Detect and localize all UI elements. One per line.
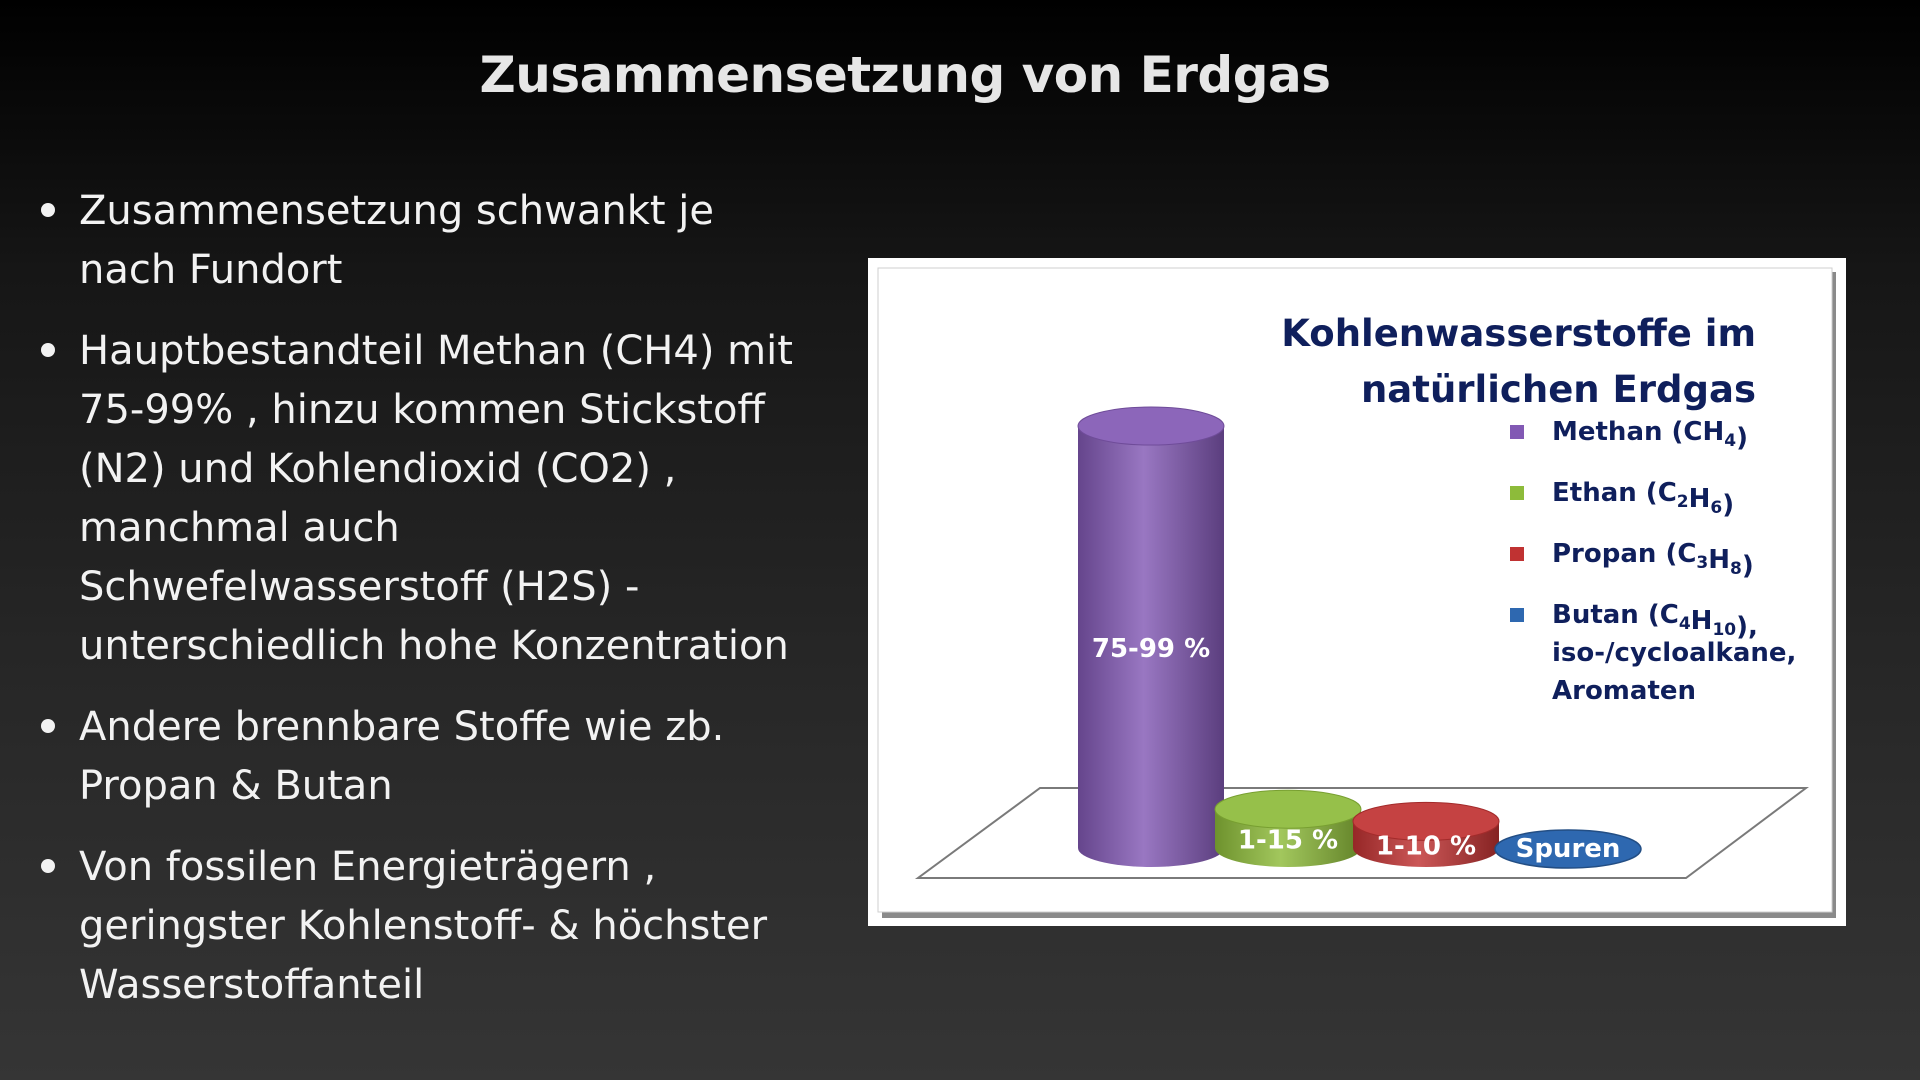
bullet-dot-icon	[41, 203, 55, 217]
legend-swatch	[1510, 608, 1524, 622]
legend-label: Ethan (C2H6)	[1552, 478, 1734, 520]
legend-swatch	[1510, 547, 1524, 561]
bullet-dot-icon	[41, 719, 55, 733]
chart-title-line: natürlichen Erdgas	[1361, 368, 1756, 411]
bullet-text: Zusammensetzung schwankt je nach Fundort	[79, 188, 714, 293]
legend-swatch	[1510, 425, 1524, 439]
chart-bar-top	[1352, 801, 1500, 841]
legend-item: Methan (CH4)	[1510, 417, 1748, 453]
bullet-item: Zusammensetzung schwankt je nach Fundort	[40, 182, 800, 300]
chart-title-line: Kohlenwasserstoffe im	[1281, 312, 1756, 355]
legend-label: Methan (CH4)	[1552, 417, 1748, 453]
chart-bar-body	[1078, 426, 1224, 867]
chart-data-label: Spuren	[1516, 834, 1621, 864]
chart-bar: 75-99 %	[1077, 406, 1225, 867]
bullet-text: Von fossilen Energieträgern , geringster…	[79, 844, 768, 1008]
bullet-text: Andere brennbare Stoffe wie zb. Propan &…	[79, 704, 725, 809]
chart-bar-top	[1214, 789, 1362, 829]
chart-bar-disc	[1494, 829, 1642, 869]
chart-bar: 1-15 %	[1214, 789, 1362, 867]
legend-swatch	[1510, 486, 1524, 500]
chart-data-label: 1-15 %	[1238, 826, 1338, 856]
bullet-text: Hauptbestandteil Methan (CH4) mit 75-99%…	[79, 328, 793, 669]
bullet-item: Hauptbestandteil Methan (CH4) mit 75-99%…	[40, 322, 800, 676]
bullet-list: Zusammensetzung schwankt je nach Fundort…	[40, 182, 800, 1037]
chart-data-label: 1-10 %	[1376, 832, 1476, 862]
chart-bar: Spuren	[1494, 829, 1642, 869]
legend-item: Butan (C4H10),iso-/cycloalkane, Aromaten	[1510, 600, 1796, 706]
chart-bar-top	[1077, 406, 1225, 446]
chart-frame: Kohlenwasserstoffe im natürlichen Erdgas 7…	[868, 258, 1846, 926]
chart-bar: 1-10 %	[1352, 801, 1500, 867]
legend-label-line: iso-/cycloalkane,	[1552, 638, 1796, 668]
chart-data-label: 75-99 %	[1092, 634, 1210, 664]
bullet-item: Andere brennbare Stoffe wie zb. Propan &…	[40, 698, 800, 816]
legend-label: Propan (C3H8)	[1552, 539, 1754, 581]
bullet-dot-icon	[41, 859, 55, 873]
legend-item: Ethan (C2H6)	[1510, 478, 1734, 520]
bullet-dot-icon	[41, 343, 55, 357]
legend-label-line: Aromaten	[1552, 676, 1696, 706]
chart-svg: Kohlenwasserstoffe im natürlichen Erdgas 7…	[877, 267, 1836, 918]
slide-title: Zusammensetzung von Erdgas	[479, 46, 1331, 104]
bullet-item: Von fossilen Energieträgern , geringster…	[40, 838, 800, 1015]
legend-label: Butan (C4H10),	[1552, 600, 1758, 642]
legend-item: Propan (C3H8)	[1510, 539, 1754, 581]
